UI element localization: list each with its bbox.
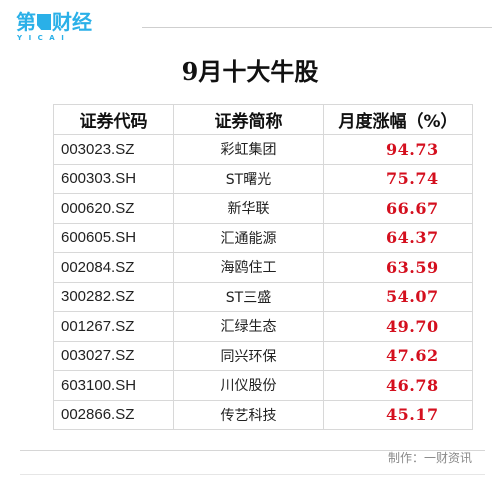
cell-name: 川仪股份	[173, 370, 324, 401]
stock-table-container: 证券代码 证券简称 月度涨幅（%） 003023.SZ 彩虹集团 94.73 6…	[53, 104, 473, 430]
cell-name: 彩虹集团	[173, 134, 324, 165]
cell-percent: 46.78	[323, 370, 473, 401]
table-row: 003027.SZ 同兴环保 47.62	[53, 340, 473, 371]
cell-percent: 54.07	[323, 281, 473, 312]
logo-wordmark: 第 财经	[16, 10, 138, 34]
cell-percent: 47.62	[323, 340, 473, 371]
cell-name: 汇通能源	[173, 222, 324, 253]
cell-name: 新华联	[173, 193, 324, 224]
cell-code: 003027.SZ	[53, 340, 174, 371]
cell-code: 000620.SZ	[53, 193, 174, 224]
cell-name: 传艺科技	[173, 399, 324, 430]
cell-percent: 45.17	[323, 399, 473, 430]
table-row: 600605.SH 汇通能源 64.37	[53, 222, 473, 253]
cell-code: 600605.SH	[53, 222, 174, 253]
cell-name: ST曙光	[173, 163, 324, 194]
cell-code: 001267.SZ	[53, 311, 174, 342]
table-row: 002084.SZ 海鸥住工 63.59	[53, 252, 473, 283]
cell-percent: 63.59	[323, 252, 473, 283]
header-name: 证券简称	[173, 104, 324, 135]
cell-code: 603100.SH	[53, 370, 174, 401]
cell-name: 海鸥住工	[173, 252, 324, 283]
credit-text: 制作：一财资讯	[387, 451, 472, 465]
cell-name: 汇绿生态	[173, 311, 324, 342]
cell-percent: 64.37	[323, 222, 473, 253]
cell-name: ST三盛	[173, 281, 324, 312]
table-row: 600303.SH ST曙光 75.74	[53, 163, 473, 194]
cell-code: 300282.SZ	[53, 281, 174, 312]
table-row: 003023.SZ 彩虹集团 94.73	[53, 134, 473, 165]
stock-table: 证券代码 证券简称 月度涨幅（%） 003023.SZ 彩虹集团 94.73 6…	[53, 104, 473, 430]
table-row: 300282.SZ ST三盛 54.07	[53, 281, 473, 312]
table-row: 603100.SH 川仪股份 46.78	[53, 370, 473, 401]
yicai-logo: 第 财经 YICAI	[16, 10, 138, 44]
cell-percent: 66.67	[323, 193, 473, 224]
header-percent: 月度涨幅（%）	[323, 104, 473, 135]
table-header-row: 证券代码 证券简称 月度涨幅（%）	[53, 104, 473, 135]
bottom-divider	[20, 474, 485, 475]
logo-square-icon	[37, 14, 51, 30]
cell-percent: 75.74	[323, 163, 473, 194]
logo-cn-first: 第	[16, 10, 36, 34]
cell-code: 003023.SZ	[53, 134, 174, 165]
page-title: 9月十大牛股	[181, 57, 319, 86]
cell-code: 600303.SH	[53, 163, 174, 194]
table-row: 000620.SZ 新华联 66.67	[53, 193, 473, 224]
logo-cn-rest: 财经	[52, 10, 92, 34]
header-divider	[142, 27, 492, 28]
cell-percent: 49.70	[323, 311, 473, 342]
cell-code: 002084.SZ	[53, 252, 174, 283]
table-row: 001267.SZ 汇绿生态 49.70	[53, 311, 473, 342]
table-body: 003023.SZ 彩虹集团 94.73 600303.SH ST曙光 75.7…	[53, 134, 473, 430]
footer-divider	[20, 450, 485, 451]
cell-code: 002866.SZ	[53, 399, 174, 430]
cell-percent: 94.73	[323, 134, 473, 165]
logo-subtitle: YICAI	[17, 34, 71, 42]
header-code: 证券代码	[53, 104, 174, 135]
table-row: 002866.SZ 传艺科技 45.17	[53, 399, 473, 430]
cell-name: 同兴环保	[173, 340, 324, 371]
